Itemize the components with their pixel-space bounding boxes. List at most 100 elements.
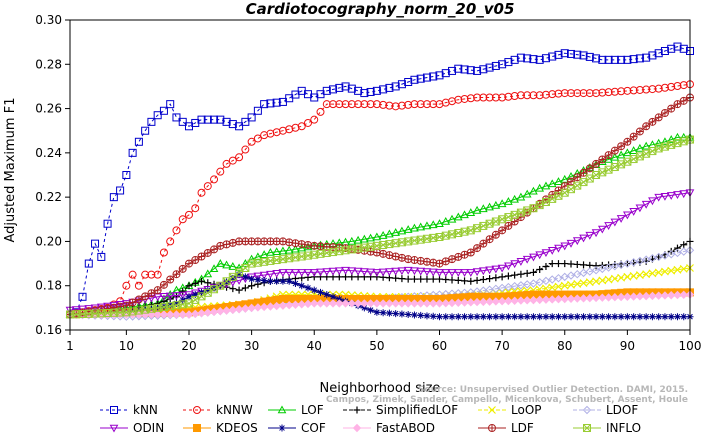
data-point	[529, 55, 538, 64]
data-point	[210, 175, 219, 184]
data-point	[159, 280, 168, 289]
legend-marker	[193, 406, 201, 414]
data-point	[398, 275, 406, 283]
data-point	[228, 261, 238, 270]
legend-marker	[353, 406, 361, 414]
data-point	[367, 273, 375, 281]
data-point	[391, 299, 400, 308]
data-point	[598, 55, 607, 64]
data-point	[341, 266, 350, 275]
data-point	[366, 100, 375, 109]
data-point	[404, 275, 412, 283]
data-point	[547, 179, 557, 188]
data-point	[479, 65, 488, 74]
data-point	[360, 89, 369, 98]
data-point	[579, 168, 588, 177]
data-point	[285, 238, 294, 247]
data-point	[335, 100, 344, 109]
data-point	[228, 156, 237, 165]
data-point	[172, 292, 181, 300]
data-point	[322, 299, 331, 308]
data-point	[654, 84, 663, 93]
data-point	[504, 197, 513, 205]
y-tick-label: 0.22	[35, 190, 62, 204]
data-point	[460, 298, 469, 307]
data-point	[585, 164, 594, 173]
data-point	[623, 55, 632, 64]
data-point	[478, 267, 488, 276]
data-point	[497, 264, 507, 273]
data-point	[498, 93, 507, 102]
legend-marker	[109, 424, 119, 433]
data-point	[153, 286, 162, 295]
data-point	[317, 288, 325, 296]
data-point	[141, 270, 150, 279]
data-point	[648, 291, 657, 301]
data-point	[610, 293, 620, 302]
data-point	[191, 291, 199, 299]
data-point	[185, 282, 193, 290]
legend: kNN kNNW LOF SimplifiedLOF LoOP LDOF ODIN KDEOS…	[100, 403, 641, 434]
data-point	[491, 265, 501, 274]
data-point	[341, 299, 350, 308]
data-point	[654, 193, 664, 202]
data-point	[679, 290, 688, 299]
data-point	[453, 269, 463, 277]
data-point	[392, 274, 400, 282]
legend-marker	[488, 424, 496, 432]
data-point	[298, 282, 306, 290]
data-point	[247, 303, 256, 313]
data-point	[379, 309, 387, 317]
data-point	[335, 83, 344, 92]
data-point	[629, 86, 638, 95]
data-point	[654, 138, 664, 147]
data-point	[178, 215, 187, 224]
data-point	[404, 100, 413, 109]
data-point	[366, 233, 375, 242]
data-point	[516, 258, 526, 266]
data-point	[291, 280, 299, 287]
data-point	[522, 255, 532, 264]
data-point	[498, 226, 507, 235]
data-point	[680, 313, 688, 321]
data-point	[648, 269, 657, 278]
data-point	[660, 109, 669, 117]
data-point	[197, 308, 206, 318]
watermark-line: Source: Unsupervised Outlier Detection. …	[418, 385, 688, 395]
data-point	[667, 291, 676, 300]
data-point	[291, 244, 300, 253]
data-point	[385, 268, 394, 277]
data-point	[516, 53, 525, 62]
data-point	[548, 52, 557, 61]
data-point	[435, 269, 444, 277]
data-point	[473, 244, 482, 253]
data-point	[166, 237, 175, 246]
data-point	[673, 81, 682, 90]
data-point	[460, 210, 469, 219]
legend-marker	[352, 423, 362, 433]
data-point	[322, 100, 331, 109]
data-point	[423, 275, 431, 283]
data-point	[441, 216, 451, 225]
data-point	[397, 226, 407, 235]
data-point	[310, 299, 319, 308]
data-point	[96, 303, 106, 312]
data-point	[648, 51, 657, 60]
data-point	[566, 239, 576, 248]
data-point	[573, 313, 581, 321]
data-point	[510, 260, 519, 269]
data-point	[648, 117, 657, 126]
data-point	[660, 47, 669, 55]
data-point	[278, 237, 287, 246]
data-point	[497, 297, 507, 306]
legend-marker	[278, 424, 286, 432]
data-point	[109, 193, 118, 202]
watermark-line: Campos, Zimek, Sander, Campello, Micenko…	[326, 395, 688, 405]
x-tick-label: 10	[119, 339, 134, 353]
data-point	[673, 290, 682, 300]
data-point	[642, 270, 651, 279]
data-point	[510, 281, 519, 291]
data-point	[185, 293, 193, 301]
data-point	[573, 50, 582, 59]
data-point	[134, 137, 143, 146]
